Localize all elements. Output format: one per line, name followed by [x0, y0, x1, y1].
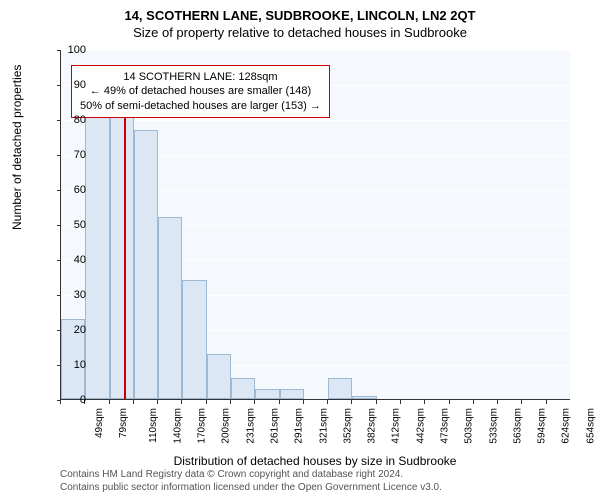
x-tick-mark	[497, 400, 498, 404]
x-tick-label: 594sqm	[537, 408, 548, 444]
footer-line-2: Contains public sector information licen…	[60, 481, 442, 494]
x-tick-mark	[206, 400, 207, 404]
x-tick-label: 261sqm	[270, 408, 281, 444]
y-tick-mark	[57, 85, 61, 86]
x-tick-mark	[303, 400, 304, 404]
footer-line-1: Contains HM Land Registry data © Crown c…	[60, 468, 442, 481]
x-tick-label: 49sqm	[94, 408, 105, 438]
x-tick-mark	[230, 400, 231, 404]
y-axis-label: Number of detached properties	[10, 65, 24, 230]
y-tick-label: 0	[62, 394, 86, 406]
annotation-box: 14 SCOTHERN LANE: 128sqm← 49% of detache…	[71, 65, 330, 118]
x-tick-mark	[449, 400, 450, 404]
histogram-bar	[328, 378, 352, 399]
x-tick-mark	[521, 400, 522, 404]
histogram-bar	[352, 396, 376, 400]
y-tick-label: 20	[62, 324, 86, 336]
x-tick-label: 654sqm	[585, 408, 596, 444]
y-tick-label: 10	[62, 359, 86, 371]
chart-title-main: 14, SCOTHERN LANE, SUDBROOKE, LINCOLN, L…	[0, 0, 600, 23]
x-tick-label: 79sqm	[118, 408, 129, 438]
x-tick-mark	[109, 400, 110, 404]
x-tick-label: 291sqm	[294, 408, 305, 444]
x-tick-label: 412sqm	[391, 408, 402, 444]
footer-attribution: Contains HM Land Registry data © Crown c…	[60, 468, 442, 494]
x-tick-mark	[546, 400, 547, 404]
y-tick-mark	[57, 120, 61, 121]
x-tick-label: 140sqm	[172, 408, 183, 444]
x-tick-label: 382sqm	[367, 408, 378, 444]
histogram-bar	[280, 389, 304, 400]
y-tick-mark	[57, 260, 61, 261]
x-tick-mark	[133, 400, 134, 404]
x-tick-label: 503sqm	[464, 408, 475, 444]
annotation-line-1: 14 SCOTHERN LANE: 128sqm	[80, 70, 321, 84]
histogram-bar	[134, 130, 158, 400]
x-tick-mark	[181, 400, 182, 404]
gridline	[61, 120, 570, 121]
x-tick-label: 321sqm	[318, 408, 329, 444]
histogram-bar	[85, 109, 109, 400]
y-tick-label: 70	[62, 149, 86, 161]
x-tick-mark	[351, 400, 352, 404]
y-tick-mark	[57, 190, 61, 191]
x-tick-label: 352sqm	[342, 408, 353, 444]
y-tick-mark	[57, 50, 61, 51]
chart-area: 14 SCOTHERN LANE: 128sqm← 49% of detache…	[60, 50, 570, 415]
y-tick-label: 100	[62, 44, 86, 56]
x-tick-mark	[327, 400, 328, 404]
y-tick-label: 40	[62, 254, 86, 266]
x-tick-label: 442sqm	[415, 408, 426, 444]
x-tick-label: 563sqm	[512, 408, 523, 444]
annotation-line-2: ← 49% of detached houses are smaller (14…	[80, 84, 321, 98]
property-marker-line	[124, 84, 126, 399]
x-axis-label: Distribution of detached houses by size …	[60, 454, 570, 468]
y-tick-label: 30	[62, 289, 86, 301]
x-tick-label: 533sqm	[488, 408, 499, 444]
x-tick-label: 624sqm	[561, 408, 572, 444]
histogram-bar	[231, 378, 255, 399]
annotation-line-3: 50% of semi-detached houses are larger (…	[80, 99, 321, 113]
x-tick-label: 231sqm	[245, 408, 256, 444]
histogram-bar	[255, 389, 279, 400]
x-tick-mark	[157, 400, 158, 404]
x-tick-mark	[60, 400, 61, 404]
x-tick-label: 170sqm	[197, 408, 208, 444]
histogram-bar	[182, 280, 206, 399]
y-tick-mark	[57, 225, 61, 226]
plot-region: 14 SCOTHERN LANE: 128sqm← 49% of detache…	[60, 50, 570, 400]
y-tick-label: 80	[62, 114, 86, 126]
histogram-bar	[110, 109, 134, 400]
histogram-bar	[158, 217, 182, 399]
x-tick-mark	[376, 400, 377, 404]
x-tick-mark	[473, 400, 474, 404]
x-tick-label: 110sqm	[147, 408, 158, 443]
x-tick-label: 473sqm	[440, 408, 451, 444]
chart-title-sub: Size of property relative to detached ho…	[0, 23, 600, 40]
x-tick-mark	[400, 400, 401, 404]
x-tick-mark	[424, 400, 425, 404]
y-tick-label: 60	[62, 184, 86, 196]
gridline	[61, 50, 570, 51]
histogram-bar	[207, 354, 231, 400]
gridline	[61, 400, 570, 401]
x-tick-mark	[279, 400, 280, 404]
y-tick-mark	[57, 155, 61, 156]
y-tick-label: 50	[62, 219, 86, 231]
y-tick-label: 90	[62, 79, 86, 91]
y-tick-mark	[57, 295, 61, 296]
x-tick-mark	[254, 400, 255, 404]
x-tick-label: 200sqm	[221, 408, 232, 444]
